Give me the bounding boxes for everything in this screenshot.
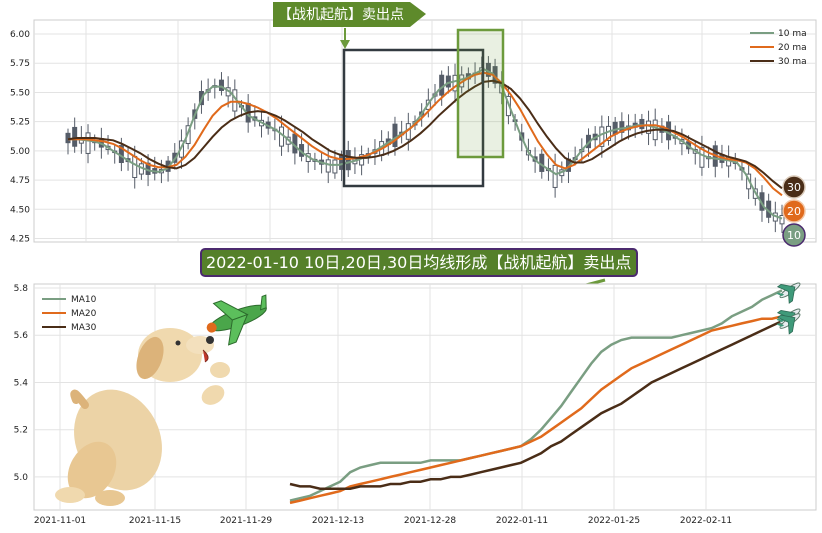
bottom-panel: 5.85.65.45.25.0 2021-11-01 2021-11-15 2021… — [14, 282, 817, 526]
legend-label-30ma: 30 ma — [778, 57, 807, 67]
candle-body — [639, 118, 645, 130]
candle-body — [552, 164, 558, 188]
legend-label-ma30: MA30 — [71, 323, 97, 333]
top-y-tick-label: 6.00 — [10, 30, 30, 40]
legend-label-ma10: MA10 — [71, 295, 97, 305]
badge-ma30-label: 30 — [787, 181, 801, 194]
badge-ma10-label: 10 — [787, 229, 801, 242]
candle-body — [619, 121, 625, 133]
candle-body — [85, 132, 91, 154]
legend-label-20ma: 20 ma — [778, 43, 807, 53]
flag-label: 【战机起航】卖出点 — [278, 7, 404, 23]
candle-body — [439, 74, 445, 96]
bottom-line-MA20 — [289, 315, 783, 505]
banner-label: 2022-01-10 10日,20日,30日均线形成【战机起航】卖出点 — [206, 253, 631, 272]
bottom-line-MA10 — [289, 289, 783, 502]
top-y-tick-label: 5.00 — [10, 147, 30, 157]
candle-body — [539, 153, 545, 172]
sell-point-flag: 【战机起航】卖出点 — [273, 2, 426, 49]
bottom-y-tick-label: 5.8 — [14, 284, 29, 294]
bottom-y-axis: 5.8 5.6 5.4 5.2 5.0 — [14, 284, 29, 483]
top-y-tick-label: 5.75 — [10, 59, 30, 69]
top-y-tick-label: 5.50 — [10, 88, 30, 98]
bottom-grid — [34, 284, 816, 510]
sell-zone-box — [456, 28, 505, 159]
airplane-icons — [776, 282, 801, 335]
top-line-30ma — [67, 79, 783, 190]
candle-body — [325, 159, 331, 173]
top-y-tick-label: 4.75 — [10, 176, 30, 186]
airplane-icon — [776, 282, 801, 304]
candle-body — [279, 126, 285, 147]
bottom-x-tick-label: 2021-11-15 — [129, 516, 181, 526]
candle-body — [345, 150, 351, 171]
dog-illustration — [55, 328, 230, 506]
top-panel: 6.00 5.75 5.50 5.25 5.00 4.75 4.50 4.25 10 ma 2… — [10, 2, 817, 247]
bottom-y-tick-label: 5.4 — [14, 378, 29, 388]
top-y-axis: 6.00 5.75 5.50 5.25 5.00 4.75 4.50 4.25 — [10, 30, 30, 244]
top-legend: 10 ma 20 ma 30 ma — [750, 29, 807, 67]
airplane-icon — [776, 313, 801, 335]
bottom-x-tick-label: 2021-12-13 — [312, 516, 364, 526]
bottom-ma-lines — [289, 289, 783, 505]
candle-body — [392, 123, 398, 148]
top-plot-frame — [33, 19, 817, 243]
candle-body — [612, 121, 618, 135]
badge-ma20-label: 20 — [787, 205, 801, 218]
bottom-x-tick-label: 2022-01-25 — [588, 516, 640, 526]
bottom-legend: MA10 MA20 MA30 — [42, 295, 97, 333]
candle-body — [218, 79, 224, 91]
bottom-x-tick-label: 2021-12-28 — [404, 516, 457, 526]
ma-badges: 30 20 10 — [782, 175, 806, 247]
top-y-tick-label: 5.25 — [10, 118, 30, 128]
bottom-x-tick-label: 2021-11-01 — [34, 516, 86, 526]
candle-body — [599, 126, 605, 147]
bottom-plot-frame — [33, 283, 817, 511]
bottom-y-tick-label: 5.2 — [14, 426, 28, 436]
candle-body — [779, 215, 785, 225]
badge-ma20 — [782, 199, 806, 223]
sell-signal-banner: 2022-01-10 10日,20日,30日均线形成【战机起航】卖出点 — [200, 248, 638, 298]
flag-pointer-head — [340, 40, 350, 49]
bottom-y-tick-label: 5.0 — [14, 473, 29, 483]
bottom-line-MA30 — [289, 319, 783, 490]
top-y-tick-label: 4.25 — [10, 234, 30, 244]
top-line-20ma — [68, 71, 783, 197]
badge-ma30 — [782, 175, 806, 199]
top-ma-lines — [67, 67, 783, 220]
candle-body — [699, 146, 705, 168]
candle-body — [132, 155, 138, 179]
green-airplane-toy — [206, 294, 267, 346]
bottom-x-axis: 2021-11-01 2021-11-15 2021-11-29 2021-12-13… — [34, 516, 732, 526]
bottom-x-tick-label: 2022-01-11 — [496, 516, 548, 526]
candle-body — [332, 159, 338, 174]
bottom-y-tick-label: 5.6 — [14, 331, 29, 341]
legend-label-ma20: MA20 — [71, 309, 97, 319]
banner-box — [200, 248, 638, 277]
bottom-x-tick-label: 2022-02-11 — [680, 516, 732, 526]
legend-label-10ma: 10 ma — [778, 29, 807, 39]
top-y-tick-label: 4.50 — [10, 205, 30, 215]
flag-arrow-shape — [273, 2, 426, 27]
badge-ma10 — [782, 223, 806, 247]
consolidation-box — [342, 48, 485, 188]
bottom-x-tick-label: 2021-11-29 — [220, 516, 273, 526]
candle-body — [72, 126, 78, 147]
